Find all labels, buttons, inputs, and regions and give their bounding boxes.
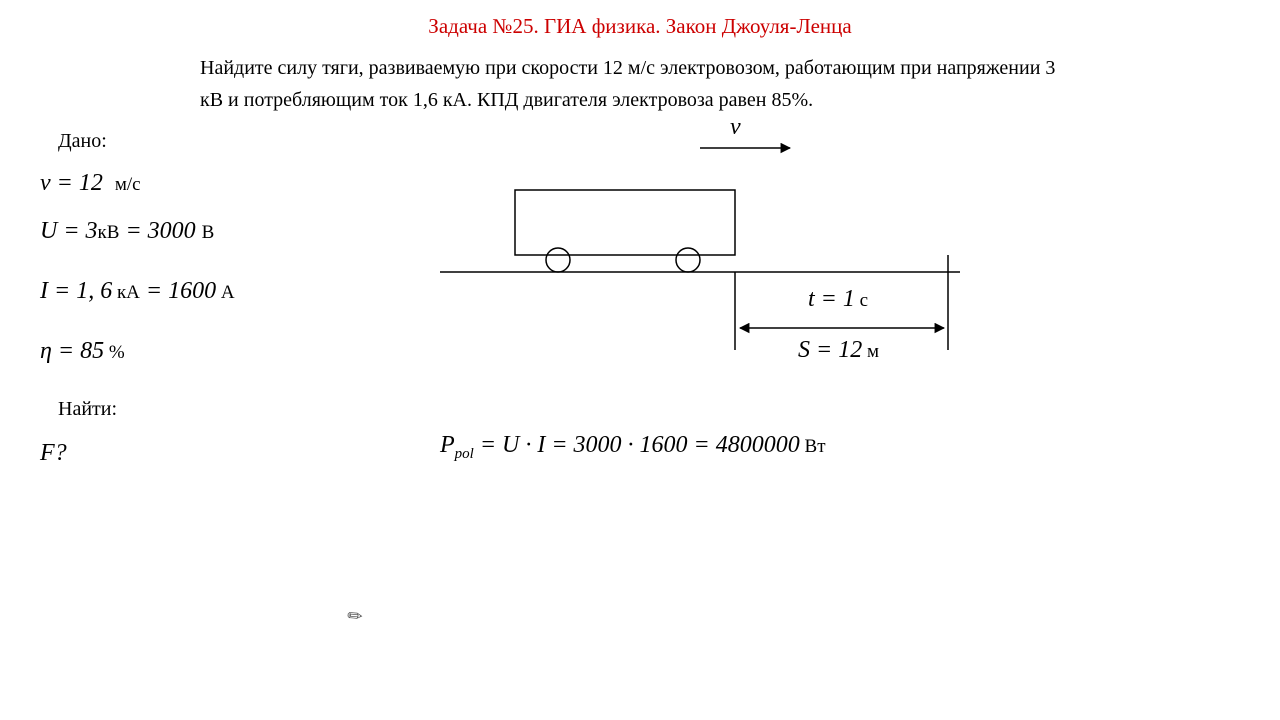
eq-U-mid: кВ bbox=[98, 222, 120, 243]
equation-efficiency: η = 85 % bbox=[40, 338, 125, 365]
eq-I-lhs: I = 1, 6 bbox=[40, 278, 112, 304]
eq-F: F? bbox=[40, 440, 67, 466]
diagram-svg: ν t = 1 с S = 12 м bbox=[440, 120, 980, 380]
svg-text:t = 1 с: t = 1 с bbox=[808, 286, 868, 312]
eq-v-lhs: ν = 12 bbox=[40, 170, 103, 196]
eq-I-rhs: = 1600 bbox=[140, 278, 216, 304]
page-title: Задача №25. ГИА физика. Закон Джоуля-Лен… bbox=[0, 0, 1280, 39]
svg-text:S = 12 м: S = 12 м bbox=[798, 337, 879, 363]
eq-v-unit: м/с bbox=[115, 174, 141, 195]
svg-text:ν: ν bbox=[730, 120, 741, 140]
eq-eta-lhs: η = 85 bbox=[40, 338, 104, 364]
eq-eta-unit: % bbox=[104, 342, 125, 363]
eq-P-unit: Вт bbox=[800, 436, 826, 457]
eq-I-unit: А bbox=[216, 282, 234, 303]
eq-P-sym: P bbox=[440, 432, 455, 458]
equation-voltage: U = 3кВ = 3000 В bbox=[40, 218, 214, 245]
pencil-icon: ✎ bbox=[343, 604, 368, 630]
equation-current: I = 1, 6 кА = 1600 А bbox=[40, 278, 235, 305]
eq-P-body: = U · I = 3000 · 1600 = 4800000 bbox=[474, 432, 800, 458]
eq-U-lhs: U = 3 bbox=[40, 218, 98, 244]
eq-U-rhs: = 3000 bbox=[119, 218, 195, 244]
find-label: Найти: bbox=[58, 398, 117, 421]
eq-P-sub: pol bbox=[455, 446, 474, 462]
eq-U-unit: В bbox=[202, 222, 215, 243]
equation-power: Ppol = U · I = 3000 · 1600 = 4800000 Вт bbox=[440, 432, 826, 463]
problem-statement: Найдите силу тяги, развиваемую при скоро… bbox=[200, 52, 1080, 116]
given-label: Дано: bbox=[58, 130, 107, 153]
equation-velocity: ν = 12 м/с bbox=[40, 170, 141, 197]
eq-I-mid: кА bbox=[112, 282, 140, 303]
diagram-cart: ν t = 1 с S = 12 м bbox=[440, 120, 980, 380]
equation-find-F: F? bbox=[40, 440, 67, 467]
